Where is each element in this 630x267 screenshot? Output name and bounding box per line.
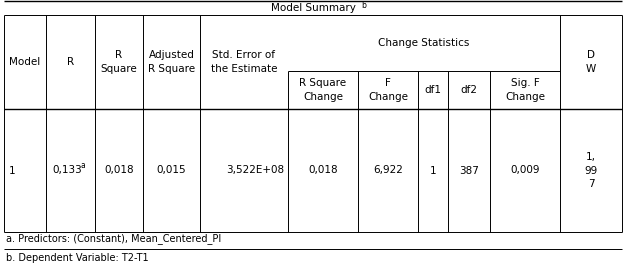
- Text: 1: 1: [9, 166, 16, 175]
- Text: b. Dependent Variable: T2-T1: b. Dependent Variable: T2-T1: [6, 253, 149, 263]
- Text: Std. Error of
the Estimate: Std. Error of the Estimate: [211, 50, 277, 74]
- Text: 387: 387: [459, 166, 479, 175]
- Text: R: R: [67, 57, 74, 67]
- Text: Model Summary: Model Summary: [270, 3, 355, 13]
- Text: a: a: [80, 161, 85, 170]
- Text: 0,015: 0,015: [157, 166, 186, 175]
- Text: df2: df2: [461, 85, 478, 95]
- Text: 0,018: 0,018: [104, 166, 134, 175]
- Text: Change Statistics: Change Statistics: [378, 38, 470, 48]
- Text: Sig. F
Change: Sig. F Change: [505, 78, 545, 102]
- Text: 0,133: 0,133: [53, 166, 83, 175]
- Text: 1,
99
7: 1, 99 7: [585, 152, 598, 189]
- Text: Model: Model: [9, 57, 40, 67]
- Text: R Square
Change: R Square Change: [299, 78, 347, 102]
- Text: 0,018: 0,018: [308, 166, 338, 175]
- Text: a. Predictors: (Constant), Mean_Centered_PI: a. Predictors: (Constant), Mean_Centered…: [6, 234, 221, 245]
- Text: b: b: [362, 1, 367, 10]
- Text: Adjusted
R Square: Adjusted R Square: [148, 50, 195, 74]
- Text: df1: df1: [425, 85, 442, 95]
- Text: 0,009: 0,009: [510, 166, 540, 175]
- Text: D
W: D W: [586, 50, 596, 74]
- Text: 6,922: 6,922: [373, 166, 403, 175]
- Text: R
Square: R Square: [101, 50, 137, 74]
- Text: 1: 1: [430, 166, 437, 175]
- Text: 3,522E+08: 3,522E+08: [226, 166, 284, 175]
- Text: F
Change: F Change: [368, 78, 408, 102]
